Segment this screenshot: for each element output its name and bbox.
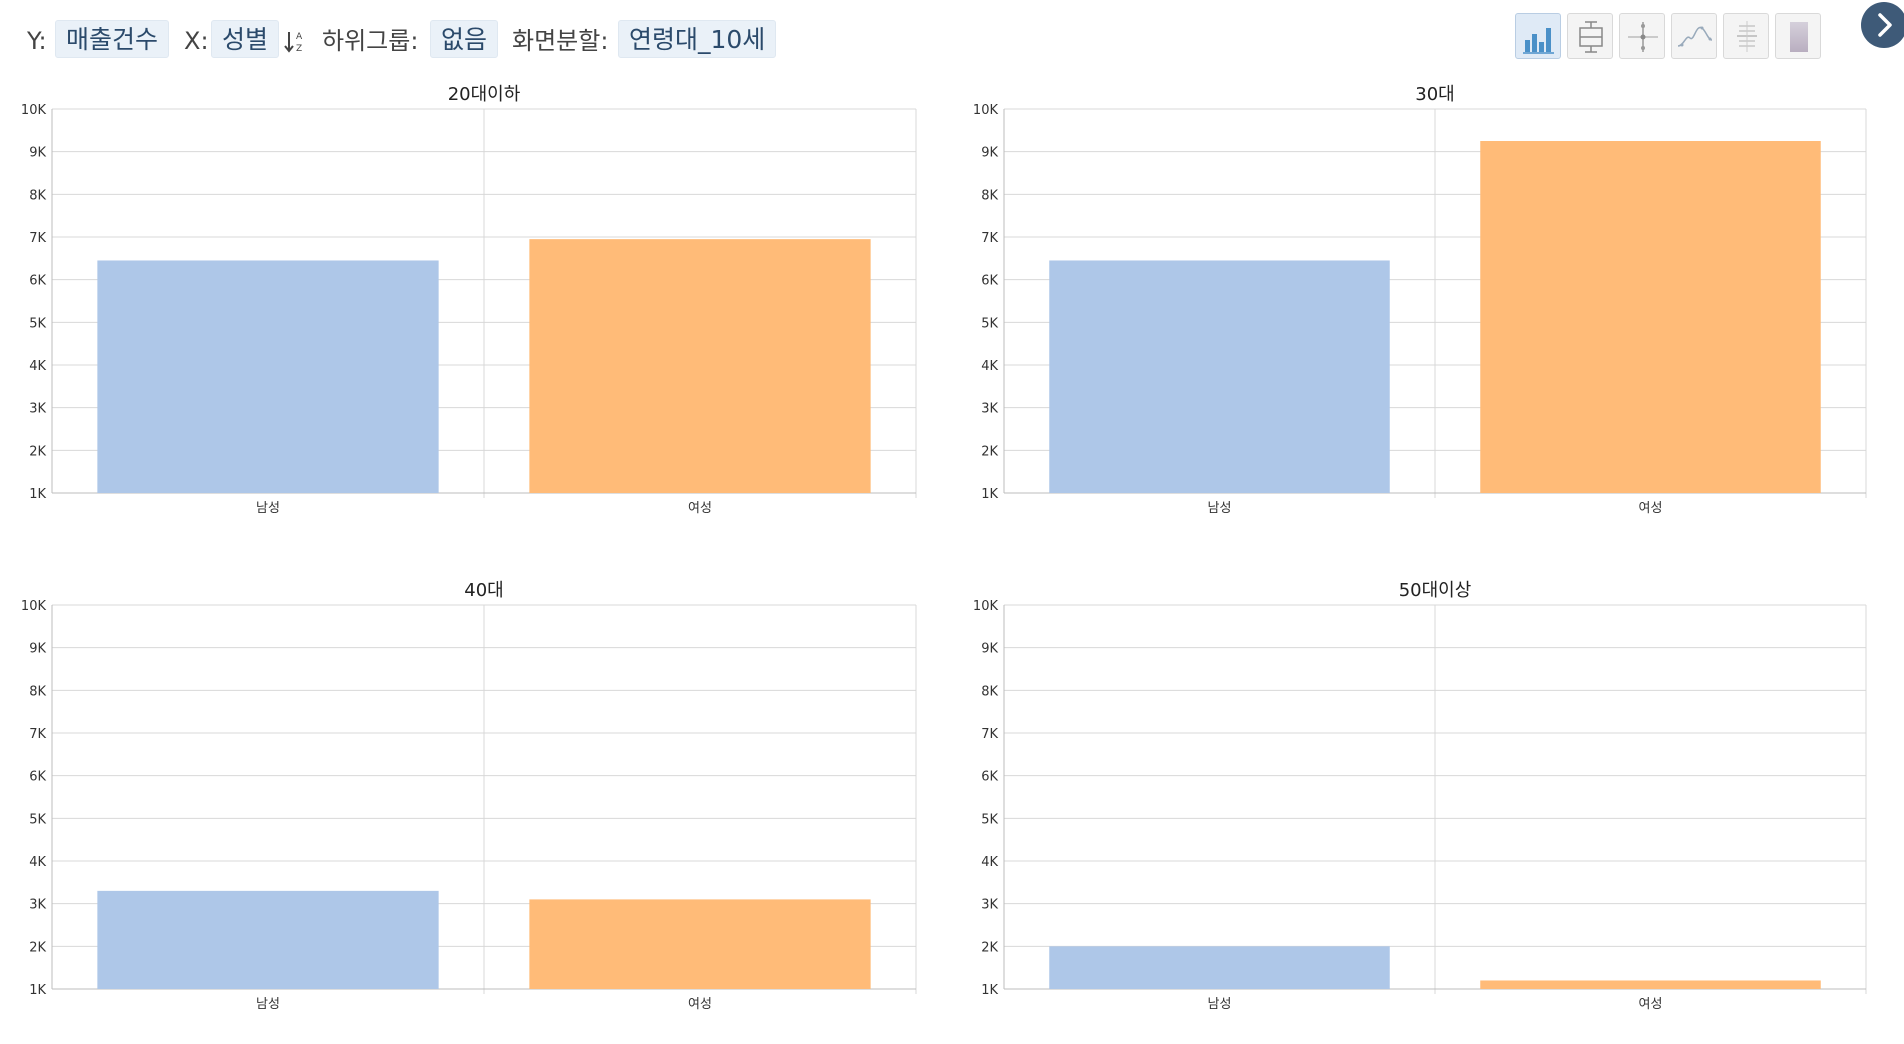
y-tick-label: 9K [29, 642, 46, 657]
y-tick-label: 4K [981, 855, 998, 870]
split-selector[interactable]: 연령대_10세 [618, 20, 777, 58]
y-tick-label: 8K [29, 188, 46, 203]
y-tick-label: 7K [981, 231, 998, 246]
y-tick-label: 4K [29, 855, 46, 870]
error-bar-icon [1628, 22, 1658, 52]
x-category-label: 남성 [256, 501, 280, 516]
y-variable-selector[interactable]: 매출건수 [55, 20, 170, 58]
x-category-label: 여성 [688, 501, 712, 516]
bar-chart-button[interactable] [1515, 13, 1561, 59]
subgroup-label: 하위그룹: [322, 27, 419, 55]
y-tick-label: 6K [981, 770, 998, 785]
y-tick-label: 3K [981, 402, 998, 417]
split-label: 화면분할: [512, 27, 609, 55]
expand-panel-button[interactable] [1861, 2, 1904, 48]
x-category-label: 남성 [256, 997, 280, 1012]
box-plot-button[interactable] [1567, 13, 1613, 59]
bar-male[interactable] [1049, 260, 1390, 493]
x-category-label: 남성 [1208, 501, 1232, 516]
y-tick-label: 6K [981, 274, 998, 289]
bar-chart-icon [1523, 28, 1554, 54]
chart-title: 50대이상 [1399, 580, 1472, 601]
y-tick-label: 2K [29, 444, 46, 459]
y-tick-label: 5K [29, 812, 46, 827]
error-bar-button[interactable] [1619, 13, 1665, 59]
y-tick-label: 1K [29, 487, 46, 502]
box-plot-icon [1579, 21, 1603, 53]
chevron-right-icon [1878, 13, 1892, 37]
gradient-bar-button[interactable] [1775, 13, 1821, 59]
chart-title: 40대 [464, 580, 503, 601]
density-curve-icon [1677, 26, 1713, 47]
y-tick-label: 5K [29, 316, 46, 331]
y-tick-label: 2K [981, 444, 998, 459]
dot-strip-icon [1737, 21, 1757, 52]
chart-title: 30대 [1415, 84, 1454, 105]
svg-text:Z: Z [296, 44, 302, 54]
x-category-label: 여성 [1639, 997, 1663, 1012]
bar-female[interactable] [1480, 141, 1821, 493]
y-tick-label: 10K [973, 103, 999, 118]
y-tick-label: 2K [981, 940, 998, 955]
y-tick-label: 2K [29, 940, 46, 955]
y-tick-label: 6K [29, 770, 46, 785]
x-category-label: 남성 [1208, 997, 1232, 1012]
y-tick-label: 3K [29, 898, 46, 913]
bar-female[interactable] [529, 239, 871, 493]
chart-panel-2: 1K 2K 3K 4K 5K 6K 7K 8K 9K 10K 남성 여성 30대 [973, 84, 1867, 516]
y-tick-label: 6K [29, 274, 46, 289]
y-tick-label: 7K [981, 727, 998, 742]
x-category-label: 여성 [688, 997, 712, 1012]
gradient-bar-icon [1790, 22, 1808, 52]
y-tick-label: 7K [29, 231, 46, 246]
y-tick-label: 10K [973, 599, 999, 614]
bar-female[interactable] [529, 899, 871, 989]
subgroup-selector[interactable]: 없음 [430, 20, 499, 58]
y-tick-label: 9K [981, 642, 998, 657]
density-curve-button[interactable] [1671, 13, 1717, 59]
bar-male[interactable] [97, 260, 439, 493]
chart-panel-4: 1K 2K 3K 4K 5K 6K 7K 8K 9K 10K 남성 여성 50대이상 [973, 580, 1867, 1012]
y-tick-label: 1K [981, 487, 998, 502]
svg-text:A: A [296, 32, 303, 42]
y-tick-label: 10K [21, 599, 47, 614]
y-tick-label: 4K [29, 359, 46, 374]
y-tick-label: 7K [29, 727, 46, 742]
y-axis-label: Y: [27, 27, 47, 55]
y-tick-label: 4K [981, 359, 998, 374]
y-tick-label: 3K [29, 402, 46, 417]
bar-male[interactable] [1049, 946, 1390, 989]
y-tick-label: 8K [981, 684, 998, 699]
bar-female[interactable] [1480, 980, 1821, 989]
y-tick-label: 8K [981, 188, 998, 203]
y-tick-label: 3K [981, 898, 998, 913]
chart-toolbar: Y: 매출건수 X: 성별 A Z 하위그룹: 없음 화면분할: 연령대_10세 [0, 0, 1904, 80]
chart-panel-3: 1K 2K 3K 4K 5K 6K 7K 8K 9K 10K 남성 여성 40대 [21, 580, 917, 1012]
y-tick-label: 10K [21, 103, 47, 118]
x-axis-label: X: [184, 27, 209, 55]
dot-strip-button[interactable] [1723, 13, 1769, 59]
y-tick-label: 8K [29, 684, 46, 699]
y-tick-label: 1K [981, 983, 998, 998]
y-tick-label: 5K [981, 812, 998, 827]
chart-title: 20대이하 [448, 84, 521, 105]
y-tick-label: 9K [29, 146, 46, 161]
y-tick-label: 9K [981, 146, 998, 161]
sort-icon[interactable]: A Z [284, 28, 306, 56]
bar-male[interactable] [97, 890, 439, 989]
chart-panel-1: 1K 2K 3K 4K 5K 6K 7K 8K 9K 10K 남성 여성 20대이하 [21, 84, 917, 516]
x-variable-selector[interactable]: 성별 [211, 20, 280, 58]
y-tick-label: 1K [29, 983, 46, 998]
x-category-label: 여성 [1639, 501, 1663, 516]
y-tick-label: 5K [981, 316, 998, 331]
